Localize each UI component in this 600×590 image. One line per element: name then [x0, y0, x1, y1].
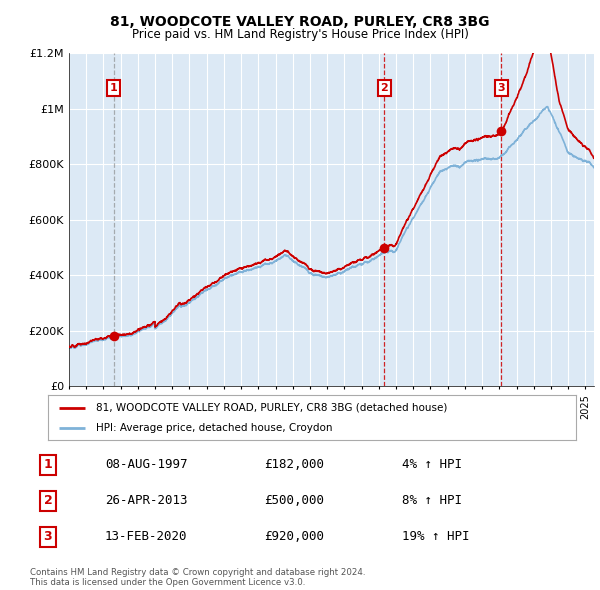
Text: 81, WOODCOTE VALLEY ROAD, PURLEY, CR8 3BG: 81, WOODCOTE VALLEY ROAD, PURLEY, CR8 3B… [110, 15, 490, 30]
Text: 13-FEB-2020: 13-FEB-2020 [105, 530, 187, 543]
Text: 2: 2 [380, 83, 388, 93]
Text: 2: 2 [44, 494, 52, 507]
Text: £500,000: £500,000 [264, 494, 324, 507]
Text: 1: 1 [44, 458, 52, 471]
Text: 08-AUG-1997: 08-AUG-1997 [105, 458, 187, 471]
Text: 81, WOODCOTE VALLEY ROAD, PURLEY, CR8 3BG (detached house): 81, WOODCOTE VALLEY ROAD, PURLEY, CR8 3B… [95, 403, 447, 412]
Text: 3: 3 [44, 530, 52, 543]
Text: £920,000: £920,000 [264, 530, 324, 543]
Text: Price paid vs. HM Land Registry's House Price Index (HPI): Price paid vs. HM Land Registry's House … [131, 28, 469, 41]
Text: 26-APR-2013: 26-APR-2013 [105, 494, 187, 507]
Text: 1: 1 [110, 83, 118, 93]
Text: £182,000: £182,000 [264, 458, 324, 471]
Text: 8% ↑ HPI: 8% ↑ HPI [402, 494, 462, 507]
Text: 19% ↑ HPI: 19% ↑ HPI [402, 530, 470, 543]
Text: 3: 3 [497, 83, 505, 93]
Text: 4% ↑ HPI: 4% ↑ HPI [402, 458, 462, 471]
Text: HPI: Average price, detached house, Croydon: HPI: Average price, detached house, Croy… [95, 424, 332, 434]
Text: Contains HM Land Registry data © Crown copyright and database right 2024.
This d: Contains HM Land Registry data © Crown c… [30, 568, 365, 587]
